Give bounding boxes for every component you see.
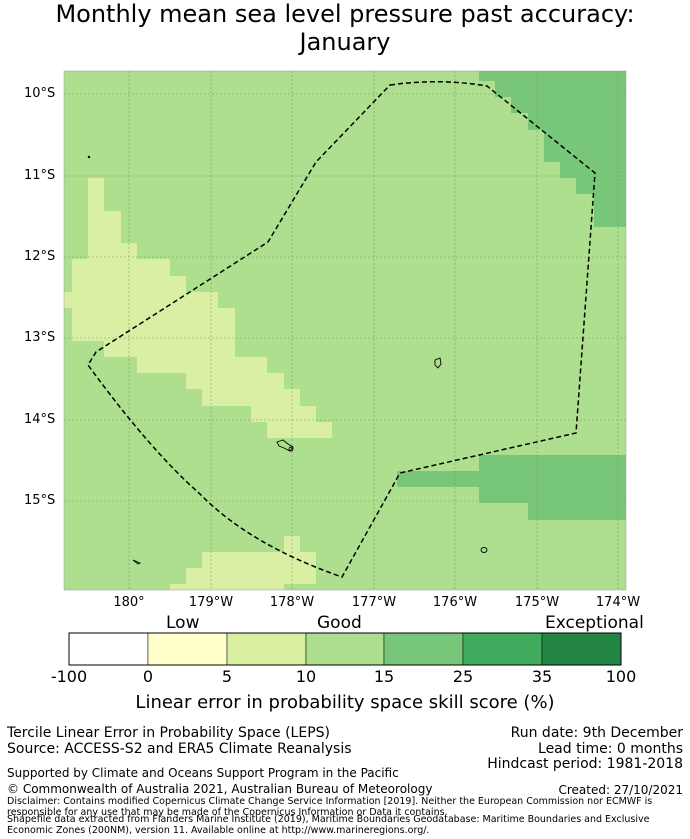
shapefile-credit: Shapefile data extracted from Flanders M… (7, 814, 650, 836)
lat-label-15s: 15°S (24, 493, 56, 508)
gridlines (64, 71, 626, 590)
islands (87, 155, 488, 565)
created-date: Created: 27/10/2021 (558, 783, 683, 797)
skill-map (63, 70, 627, 591)
colorbar-tick-5: 5 (221, 667, 233, 686)
very-good-region-se (397, 455, 626, 520)
island-south-west (132, 559, 142, 565)
lon-label-178w: 178°W (269, 595, 315, 610)
lat-label-10s: 10°S (24, 86, 56, 101)
colorbar-label: Linear error in probability space skill … (135, 692, 555, 713)
lat-label-11s: 11°S (24, 168, 56, 183)
colorbar-tick-10: 10 (295, 667, 317, 686)
island-upolu-savaii (276, 439, 294, 452)
lon-label-179w: 179°W (188, 595, 234, 610)
lon-label-177w: 177°W (351, 595, 397, 610)
title-line-1: Monthly mean sea level pressure past acc… (55, 0, 635, 28)
colorbar-frame (68, 632, 622, 666)
island-south-east (480, 547, 488, 553)
lead-time: Lead time: 0 months (538, 741, 683, 757)
run-date: Run date: 9th December (510, 725, 683, 741)
method-text: Tercile Linear Error in Probability Spac… (7, 725, 330, 741)
title-line-2: January (299, 28, 391, 56)
colorbar-tick-25: 25 (452, 667, 474, 686)
colorbar-segment-0-5 (147, 632, 228, 666)
lat-label-13s: 13°S (24, 330, 56, 345)
colorbar-tick-neg100: -100 (50, 667, 88, 686)
lon-label-180: 180° (113, 595, 145, 610)
colorbar-tick-15: 15 (373, 667, 395, 686)
colorbar-segment-15-25 (383, 632, 464, 666)
island-central (434, 357, 442, 369)
source-text: Source: ACCESS-S2 and ERA5 Climate Reana… (7, 741, 352, 757)
lon-label-175w: 175°W (514, 595, 560, 610)
very-good-region-ne (479, 71, 626, 227)
copyright-text: © Commonwealth of Australia 2021, Austra… (7, 782, 433, 796)
light-region-west (64, 178, 332, 438)
colorbar (68, 632, 622, 666)
colorbar-tick-0: 0 (142, 667, 154, 686)
island-small-east (288, 446, 294, 452)
colorbar-tick-100: 100 (605, 667, 637, 686)
lat-label-14s: 14°S (24, 412, 56, 427)
colorbar-segment-35-100 (541, 632, 622, 666)
colorbar-tick-35: 35 (531, 667, 553, 686)
disclaimer-text: Disclaimer: Contains modified Copernicus… (7, 796, 653, 818)
colorbar-category-low: Low (166, 613, 200, 633)
lon-label-174w: 174°W (595, 595, 641, 610)
light-region-south (170, 536, 316, 590)
colorbar-category-exceptional: Exceptional (545, 613, 644, 633)
hindcast-period: Hindcast period: 1981-2018 (487, 756, 683, 772)
chart-title: Monthly mean sea level pressure past acc… (0, 0, 690, 56)
colorbar-segment-10-15 (305, 632, 385, 666)
support-text: Supported by Climate and Oceans Support … (7, 766, 399, 780)
colorbar-segment-25-35 (462, 632, 543, 666)
lat-label-12s: 12°S (24, 249, 56, 264)
eez-boundary (87, 81, 596, 578)
colorbar-segment-neg100-0 (68, 632, 149, 666)
island-north-west (87, 155, 91, 159)
map-frame (63, 70, 627, 591)
colorbar-segment-5-10 (226, 632, 307, 666)
colorbar-category-good: Good (317, 613, 362, 633)
lon-label-176w: 176°W (432, 595, 478, 610)
